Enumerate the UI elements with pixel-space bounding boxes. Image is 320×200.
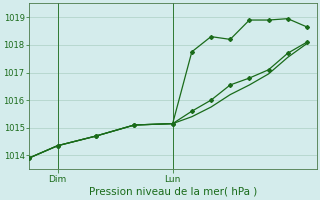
X-axis label: Pression niveau de la mer( hPa ): Pression niveau de la mer( hPa ) xyxy=(89,187,257,197)
